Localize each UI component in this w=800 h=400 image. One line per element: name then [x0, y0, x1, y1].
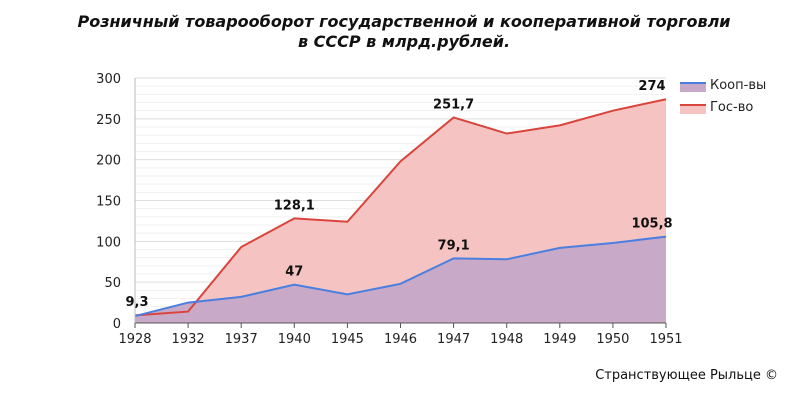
x-tick-label: 1932 — [172, 332, 205, 347]
data-label: 251,7 — [433, 97, 474, 112]
chart-title-line-1: Розничный товарооборот государственной и… — [77, 12, 731, 31]
data-label: 274 — [638, 79, 665, 94]
y-tick-label: 250 — [96, 113, 121, 128]
y-tick-label: 50 — [104, 276, 121, 291]
data-label: 105,8 — [631, 217, 672, 232]
chart-title: Розничный товарооборот государственной и… — [0, 12, 800, 52]
series-area-0 — [135, 236, 666, 323]
x-tick-label: 1948 — [490, 332, 523, 347]
data-label: 47 — [285, 265, 303, 280]
y-tick-label: 300 — [96, 72, 121, 87]
data-label: 9,3 — [125, 295, 148, 310]
x-tick-label: 1945 — [331, 332, 364, 347]
credit-text: Странствующее Рыльце © — [595, 368, 778, 383]
x-tick-label: 1947 — [437, 332, 470, 347]
x-tick-label: 1937 — [225, 332, 258, 347]
y-tick-label: 150 — [96, 195, 121, 210]
data-label: 79,1 — [438, 238, 470, 253]
series-line-0 — [134, 235, 667, 318]
chart-title-line-2: в СССР в млрд.рублей. — [297, 32, 511, 51]
legend-swatch-1 — [680, 105, 706, 114]
x-tick-label: 1940 — [278, 332, 311, 347]
legend-swatch-0 — [680, 83, 706, 92]
y-tick-label: 100 — [96, 235, 121, 250]
data-label: 128,1 — [274, 198, 315, 213]
legend-label-1: Гос-во — [710, 100, 753, 115]
legend-label-0: Кооп-вы — [710, 78, 766, 93]
y-tick-label: 200 — [96, 154, 121, 169]
x-tick-label: 1946 — [384, 332, 417, 347]
series-line-1 — [134, 98, 667, 317]
x-tick-label: 1950 — [596, 332, 629, 347]
x-tick-label: 1951 — [649, 332, 682, 347]
y-tick-label: 0 — [113, 317, 121, 332]
x-tick-label: 1949 — [543, 332, 576, 347]
x-tick-label: 1928 — [118, 332, 151, 347]
